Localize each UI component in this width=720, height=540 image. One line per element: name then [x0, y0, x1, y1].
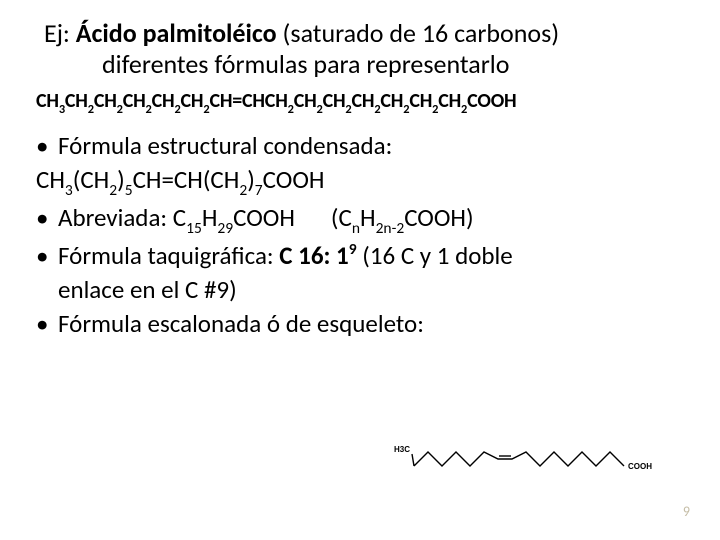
title-line-2: diferentes fórmulas para representarlo	[44, 49, 509, 80]
page-number: 9	[683, 503, 690, 520]
bullet-abbreviated: •Abreviada: C15H29COOH(CnH2n-2COOH)	[36, 202, 684, 238]
skeletal-svg: H3C COOH	[388, 436, 658, 486]
slide-title: Ej: Ácido palmitoléico (saturado de 16 c…	[44, 18, 684, 79]
bullet-skeletal: •Fórmula escalonada ó de esqueleto:	[36, 308, 684, 340]
bullet-condensed-label: •Fórmula estructural condensada:	[36, 130, 684, 162]
slide: { "title": { "prefix": "Ej: ", "bold_nam…	[0, 0, 720, 540]
expanded-formula: CH3CH2CH2CH2CH2CH2CH=CHCH2CH2CH2CH2CH2CH…	[36, 89, 684, 116]
body-content: •Fórmula estructural condensada: CH3(CH2…	[36, 130, 684, 340]
shorthand-cont: enlace en el C #9)	[36, 274, 684, 306]
title-rest-1: (saturado de 16 carbonos)	[277, 17, 560, 49]
svg-text:COOH: COOH	[628, 462, 652, 471]
svg-text:H3C: H3C	[394, 445, 410, 454]
condensed-formula: CH3(CH2)5CH=CH(CH2)7COOH	[36, 164, 684, 200]
skeletal-formula: H3C COOH	[388, 436, 658, 486]
title-acid-name: Ácido palmitoléico	[76, 17, 277, 49]
bullet-shorthand: •Fórmula taquigráfica: C 16: 19 (16 C y …	[36, 240, 684, 272]
title-prefix: Ej:	[44, 17, 76, 49]
